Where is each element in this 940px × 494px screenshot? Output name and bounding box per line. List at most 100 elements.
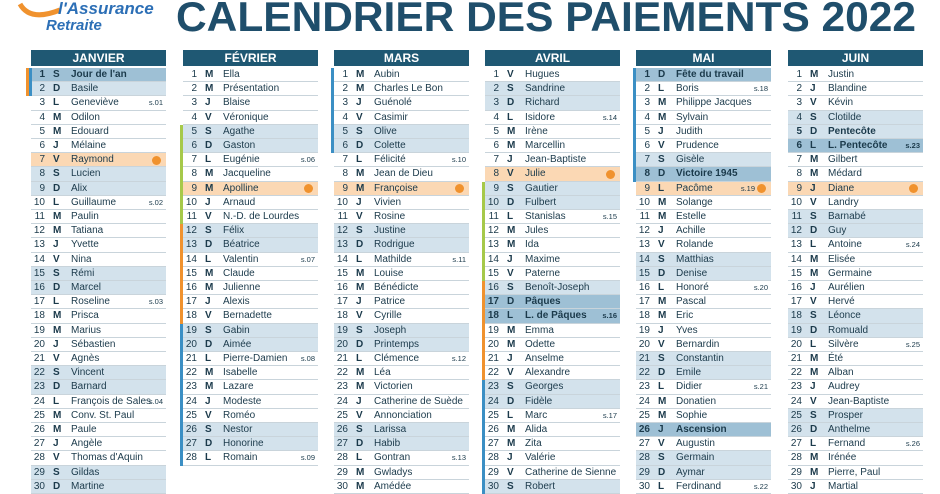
saint-name: Victoire 1945 [676, 168, 738, 180]
day-row: 20 L Silvère s.25 [788, 338, 923, 352]
day-row: 22 D Emile [636, 366, 771, 381]
day-row: 28 L Gontran s.13 [334, 451, 469, 466]
payment-icon [304, 184, 313, 194]
saint-name: Justin [828, 69, 855, 80]
day-number: 10 [33, 196, 45, 208]
day-number: 27 [638, 438, 650, 450]
weekday: M [658, 211, 667, 222]
saint-name: Marcellin [525, 140, 566, 151]
weekday: M [205, 267, 214, 279]
saint-name: Été [828, 353, 844, 364]
saint-name: Fidèle [525, 395, 553, 407]
day-row: 20 D Aimée [183, 337, 318, 352]
saint-name: Françoise [374, 182, 418, 194]
saint-name: Tatiana [71, 225, 104, 237]
day-number: 23 [638, 381, 650, 393]
day-row: 22 M Alban [788, 366, 923, 381]
day-row: 15 V Paterne [485, 267, 620, 281]
day-row: 22 S Vincent [31, 366, 166, 381]
day-number: 8 [39, 168, 45, 180]
day-row: 6 V Prudence [636, 139, 771, 154]
weekday: L [53, 296, 60, 308]
weekday: M [810, 154, 819, 166]
weekday: J [205, 296, 211, 308]
day-row: 24 J Catherine de Suède [334, 395, 469, 409]
week-number: s.13 [451, 453, 466, 463]
day-row: 11 L Stanislas s.15 [485, 210, 620, 225]
saint-name: Gilbert [828, 154, 858, 166]
saint-name: Blandine [828, 83, 867, 95]
day-row: 27 M Zita [485, 437, 620, 452]
day-number: 18 [638, 310, 650, 322]
day-row: 29 S Gildas [31, 465, 166, 480]
day-row: 18 M Prisca [31, 309, 166, 324]
saint-name: Julie [525, 168, 546, 180]
day-row: 20 D Printemps [334, 337, 469, 352]
week-number: s.25 [905, 339, 920, 349]
day-number: 12 [638, 225, 650, 237]
saint-name: Sophie [676, 409, 708, 421]
saint-name: Thomas d'Aquin [71, 452, 143, 464]
saint-name: Odette [525, 338, 556, 350]
day-row: 4 M Sylvain [636, 111, 771, 125]
weekday: V [356, 409, 363, 421]
weekday: L [53, 395, 60, 407]
logo-line1: l'Assurance [58, 0, 154, 18]
day-number: 3 [191, 97, 197, 109]
weekday: V [507, 367, 514, 379]
day-row: 1 D Fête du travail [636, 68, 771, 83]
weekday: M [356, 480, 365, 492]
day-number: 18 [790, 310, 802, 322]
saint-name: Colette [374, 140, 406, 151]
day-row: 21 L Pierre-Damien s.08 [183, 352, 318, 367]
saint-name: François de Sales [71, 395, 152, 407]
weekday: M [507, 324, 516, 336]
day-number: 23 [487, 381, 499, 393]
day-row: 10 M Solange [636, 196, 771, 210]
day-row: 14 M Elisée [788, 253, 923, 267]
day-number: 24 [638, 395, 650, 407]
day-row: 26 M Alida [485, 423, 620, 438]
saint-name: Agathe [223, 125, 255, 137]
weekday: V [658, 239, 665, 251]
weekday: M [810, 253, 819, 265]
weekday: M [658, 395, 667, 407]
day-row: 12 D Guy [788, 224, 923, 239]
weekday: J [356, 395, 362, 407]
week-number: s.18 [753, 84, 768, 94]
saint-name: Antoine [828, 239, 862, 251]
saint-name: Lucien [71, 168, 101, 180]
weekday: J [507, 452, 513, 464]
day-number: 16 [487, 282, 499, 293]
day-row: 28 V Thomas d'Aquin [31, 451, 166, 466]
saint-name: Pentecôte [828, 125, 876, 137]
weekday: V [205, 409, 212, 421]
weekday: M [658, 111, 667, 123]
weekday: M [53, 424, 62, 435]
weekday: M [658, 97, 667, 109]
saint-name: L. de Pâques [525, 310, 587, 322]
week-number: s.16 [602, 311, 617, 321]
day-number: 12 [33, 225, 45, 237]
saint-name: Casimir [374, 111, 408, 123]
vacation-bar [633, 68, 636, 182]
saint-name: Alexandre [525, 367, 571, 379]
day-row: 15 M Louise [334, 267, 469, 281]
day-number: 17 [185, 296, 197, 308]
saint-name: Prisca [71, 310, 99, 322]
weekday: M [356, 69, 365, 80]
saint-name: Benoît-Joseph [525, 282, 590, 293]
day-number: 21 [336, 353, 348, 364]
day-number: 8 [796, 168, 802, 180]
saint-name: Sylvain [676, 111, 709, 123]
saint-name: Arnaud [223, 196, 256, 208]
saint-name: Prudence [676, 140, 719, 151]
saint-name: Odilon [71, 111, 100, 123]
week-number: s.10 [451, 155, 466, 165]
day-number: 27 [790, 438, 802, 450]
saint-name: Ferdinand [676, 480, 722, 492]
day-row: 12 S Justine [334, 224, 469, 239]
saint-name: Roseline [71, 296, 110, 308]
day-number: 19 [487, 324, 499, 336]
saint-name: Constantin [676, 353, 724, 364]
